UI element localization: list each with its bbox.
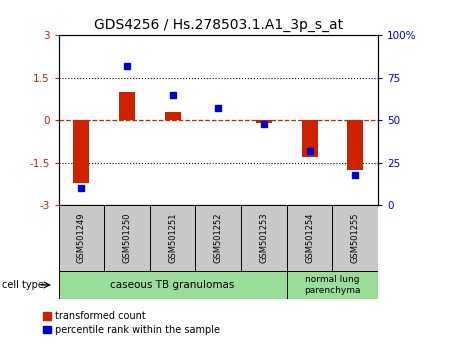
Text: GSM501254: GSM501254	[305, 213, 314, 263]
Bar	[195, 205, 241, 271]
Text: caseous TB granulomas: caseous TB granulomas	[110, 280, 235, 290]
Bar	[150, 205, 195, 271]
Text: GSM501249: GSM501249	[77, 213, 86, 263]
Bar	[119, 92, 135, 120]
Text: cell type: cell type	[2, 280, 44, 290]
Bar	[58, 205, 104, 271]
Bar	[333, 205, 378, 271]
Text: GSM501252: GSM501252	[214, 213, 223, 263]
Title: GDS4256 / Hs.278503.1.A1_3p_s_at: GDS4256 / Hs.278503.1.A1_3p_s_at	[94, 18, 343, 32]
Text: normal lung
parenchyma: normal lung parenchyma	[304, 275, 360, 295]
Bar	[165, 113, 180, 120]
Bar	[256, 120, 272, 123]
Bar	[287, 271, 378, 299]
Bar	[73, 120, 89, 183]
Text: GSM501251: GSM501251	[168, 213, 177, 263]
Legend: transformed count, percentile rank within the sample: transformed count, percentile rank withi…	[41, 309, 222, 337]
Bar	[104, 205, 150, 271]
Bar	[347, 120, 363, 170]
Bar	[302, 120, 318, 157]
Text: GSM501253: GSM501253	[259, 213, 268, 263]
Text: GSM501255: GSM501255	[351, 213, 360, 263]
Bar	[58, 271, 287, 299]
Bar	[287, 205, 333, 271]
Text: GSM501250: GSM501250	[122, 213, 131, 263]
Bar	[241, 205, 287, 271]
